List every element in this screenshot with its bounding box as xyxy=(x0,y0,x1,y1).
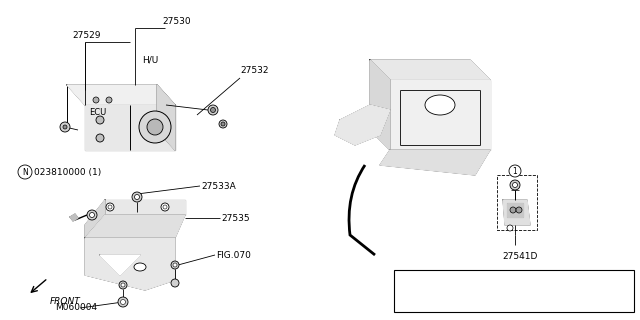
Polygon shape xyxy=(507,203,523,217)
Polygon shape xyxy=(85,238,175,290)
Circle shape xyxy=(171,261,179,269)
Circle shape xyxy=(87,210,97,220)
Circle shape xyxy=(93,97,99,103)
Circle shape xyxy=(139,111,171,143)
Ellipse shape xyxy=(134,263,146,271)
Polygon shape xyxy=(100,255,140,275)
Circle shape xyxy=(510,207,516,213)
Text: 27533A: 27533A xyxy=(201,181,236,190)
Circle shape xyxy=(509,165,521,177)
Circle shape xyxy=(121,283,125,287)
Circle shape xyxy=(513,182,518,188)
Polygon shape xyxy=(85,215,185,238)
Circle shape xyxy=(161,203,169,211)
Polygon shape xyxy=(370,60,490,80)
Polygon shape xyxy=(70,214,78,221)
Text: M060004: M060004 xyxy=(55,303,97,313)
Circle shape xyxy=(221,122,225,126)
Bar xyxy=(497,175,537,230)
Ellipse shape xyxy=(425,95,455,115)
Text: 27541D: 27541D xyxy=(502,252,538,261)
Text: M060004: M060004 xyxy=(414,297,453,306)
Circle shape xyxy=(18,165,32,179)
Text: 27532: 27532 xyxy=(240,66,269,75)
Circle shape xyxy=(507,225,513,231)
Circle shape xyxy=(106,203,114,211)
Circle shape xyxy=(132,192,142,202)
Circle shape xyxy=(516,207,522,213)
Text: B: B xyxy=(418,278,422,283)
Circle shape xyxy=(134,195,140,199)
Circle shape xyxy=(106,97,112,103)
Circle shape xyxy=(108,205,112,209)
Text: 010008200(2): 010008200(2) xyxy=(427,276,486,285)
Circle shape xyxy=(96,116,104,124)
Text: ECU: ECU xyxy=(89,108,106,117)
Text: < -'08MY0706): < -'08MY0706) xyxy=(527,276,589,285)
Text: H/U: H/U xyxy=(142,55,158,64)
Circle shape xyxy=(120,300,125,305)
Circle shape xyxy=(208,105,218,115)
Circle shape xyxy=(60,122,70,132)
Polygon shape xyxy=(105,200,185,215)
Circle shape xyxy=(63,125,67,129)
Circle shape xyxy=(118,297,128,307)
Polygon shape xyxy=(503,200,530,225)
Text: 27530: 27530 xyxy=(162,17,191,26)
Circle shape xyxy=(415,276,425,285)
Circle shape xyxy=(163,205,167,209)
Text: FIG.070: FIG.070 xyxy=(216,251,251,260)
Polygon shape xyxy=(335,105,390,145)
Circle shape xyxy=(510,180,520,190)
Polygon shape xyxy=(370,60,390,150)
Text: N: N xyxy=(22,167,28,177)
Text: 27535: 27535 xyxy=(221,213,250,222)
Circle shape xyxy=(171,279,179,287)
Text: FRONT: FRONT xyxy=(50,298,81,307)
Circle shape xyxy=(147,119,163,135)
Polygon shape xyxy=(67,85,175,105)
Bar xyxy=(394,270,634,312)
Text: 27529: 27529 xyxy=(72,31,100,40)
Circle shape xyxy=(96,134,104,142)
Circle shape xyxy=(173,263,177,267)
Polygon shape xyxy=(157,85,175,150)
Polygon shape xyxy=(85,105,175,150)
Circle shape xyxy=(211,108,216,113)
Text: 023810000 (1): 023810000 (1) xyxy=(34,167,101,177)
Circle shape xyxy=(397,284,410,298)
Polygon shape xyxy=(85,200,105,238)
Polygon shape xyxy=(390,80,490,150)
Text: 1: 1 xyxy=(513,166,517,175)
Circle shape xyxy=(90,212,95,218)
Polygon shape xyxy=(380,150,490,175)
Circle shape xyxy=(119,281,127,289)
Text: ('09MY0706-  ): ('09MY0706- ) xyxy=(527,297,588,306)
Text: A267001144: A267001144 xyxy=(580,306,634,315)
Text: 1: 1 xyxy=(401,286,405,295)
Circle shape xyxy=(219,120,227,128)
